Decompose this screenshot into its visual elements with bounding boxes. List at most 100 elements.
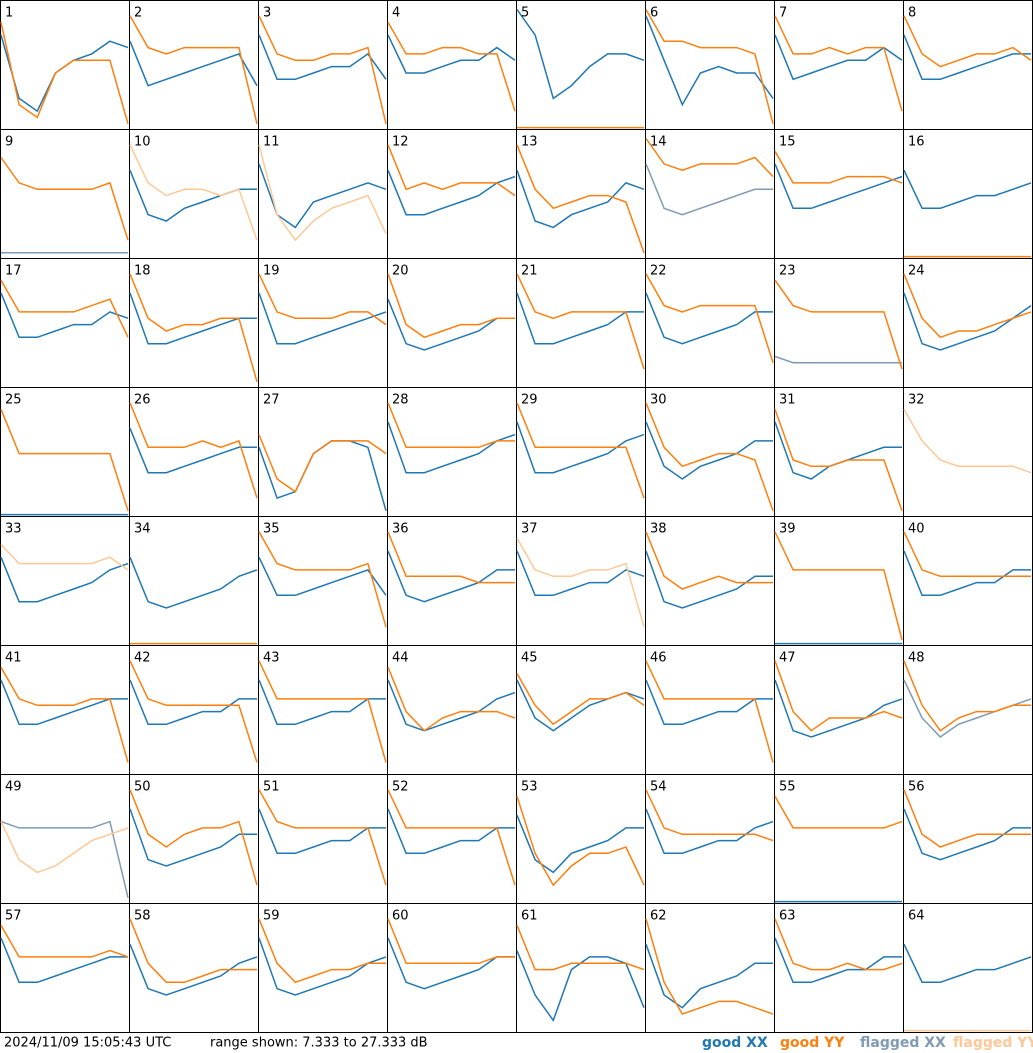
- panel-label: 55: [779, 780, 796, 795]
- yy-line: [516, 144, 645, 254]
- xx-line: [387, 808, 515, 855]
- yy-line: [129, 402, 258, 499]
- yy-line: [0, 821, 129, 874]
- yy-line: [0, 157, 129, 241]
- panel-label: 8: [908, 6, 916, 21]
- xx-line: [645, 421, 773, 480]
- xx-line: [387, 937, 515, 990]
- panel-label: 40: [908, 522, 925, 537]
- xx-line: [387, 169, 516, 216]
- xx-line: [516, 814, 644, 874]
- panel-label: 13: [521, 135, 538, 150]
- panel-label: 18: [134, 264, 151, 279]
- panel-label: 58: [134, 909, 151, 924]
- yy-line: [645, 531, 773, 590]
- panel-label: 57: [5, 909, 22, 924]
- yy-line: [387, 789, 516, 886]
- panel-label: 11: [263, 135, 280, 150]
- yy-line: [645, 9, 774, 124]
- legend: good XX good YY flagged XX flagged YY: [702, 1035, 1033, 1051]
- panel-label: 20: [392, 264, 409, 279]
- panel-label: 44: [392, 651, 409, 666]
- yy-line: [258, 273, 387, 326]
- yy-line: [0, 408, 129, 512]
- panel-label: 28: [392, 393, 409, 408]
- xx-line: [903, 292, 1032, 351]
- yy-line: [0, 924, 129, 958]
- yy-line: [903, 273, 1032, 339]
- panel-label: 63: [779, 909, 796, 924]
- yy-line: [516, 402, 645, 499]
- panel-label: 60: [392, 909, 409, 924]
- panel-label: 16: [908, 135, 925, 150]
- xx-line: [0, 937, 128, 984]
- panel-label: 23: [779, 264, 796, 279]
- timestamp: 2024/11/09 15:05:43 UTC: [4, 1036, 171, 1051]
- yy-line: [258, 531, 387, 628]
- yy-line: [774, 660, 903, 732]
- xx-line: [774, 679, 903, 738]
- xx-line: [0, 820, 129, 898]
- xx-line: [129, 556, 258, 609]
- panel-label: 36: [392, 522, 409, 537]
- yy-line: [774, 795, 903, 829]
- yy-line: [774, 918, 903, 971]
- xx-line: [774, 34, 903, 81]
- panel-label: 2: [134, 6, 142, 21]
- xx-line: [903, 169, 1032, 210]
- yy-line: [0, 543, 129, 571]
- xx-line: [516, 9, 645, 100]
- panel-label: 32: [908, 393, 925, 408]
- legend-entry: good XX: [702, 1035, 768, 1051]
- xx-line: [387, 421, 516, 474]
- yy-line: [645, 273, 774, 363]
- xx-line: [645, 943, 773, 1009]
- yy-line: [645, 402, 774, 512]
- panel-label: 29: [521, 393, 538, 408]
- xx-line: [387, 550, 515, 603]
- panel-label: 42: [134, 651, 151, 666]
- panel-label: 43: [263, 651, 280, 666]
- panel-label: 34: [134, 522, 151, 537]
- panel-label: 47: [779, 651, 796, 666]
- panel-label: 41: [5, 651, 22, 666]
- panel-label: 53: [521, 780, 538, 795]
- xx-line: [258, 808, 386, 855]
- yy-line: [645, 918, 774, 1016]
- xx-line: [516, 292, 644, 345]
- yy-line: [645, 138, 774, 178]
- xx-line: [645, 679, 773, 726]
- panel-label: 19: [263, 264, 280, 279]
- range-label: range shown: 7.333 to 27.333 dB: [210, 1036, 428, 1051]
- yy-line: [129, 918, 257, 984]
- panel-label: 45: [521, 651, 538, 666]
- yy-line: [258, 434, 387, 493]
- panel-label: 39: [779, 522, 796, 537]
- xx-line: [258, 679, 386, 726]
- yy-line: [774, 15, 903, 112]
- panel-label: 24: [908, 264, 925, 279]
- panel-label: 31: [779, 393, 796, 408]
- panel-label: 46: [650, 651, 667, 666]
- panel-label: 1: [5, 6, 13, 21]
- yy-line: [258, 918, 386, 984]
- panel-label: 64: [908, 909, 925, 924]
- panel-label: 5: [521, 6, 529, 21]
- xx-line: [774, 163, 903, 210]
- xx-line: [645, 550, 773, 609]
- yy-line: [903, 15, 1032, 68]
- xx-line: [903, 943, 1032, 984]
- xx-line: [0, 556, 129, 603]
- xx-line: [129, 679, 257, 726]
- yy-line: [516, 273, 645, 370]
- panel-label: 3: [263, 6, 271, 21]
- yy-line: [516, 924, 645, 971]
- xx-line: [129, 808, 257, 867]
- xx-line: [645, 292, 773, 345]
- xx-line: [645, 808, 774, 855]
- panel-label: 12: [392, 135, 409, 150]
- panel-label: 4: [392, 6, 400, 21]
- yy-line: [387, 21, 516, 112]
- xx-line: [645, 163, 773, 216]
- yy-line: [387, 273, 515, 339]
